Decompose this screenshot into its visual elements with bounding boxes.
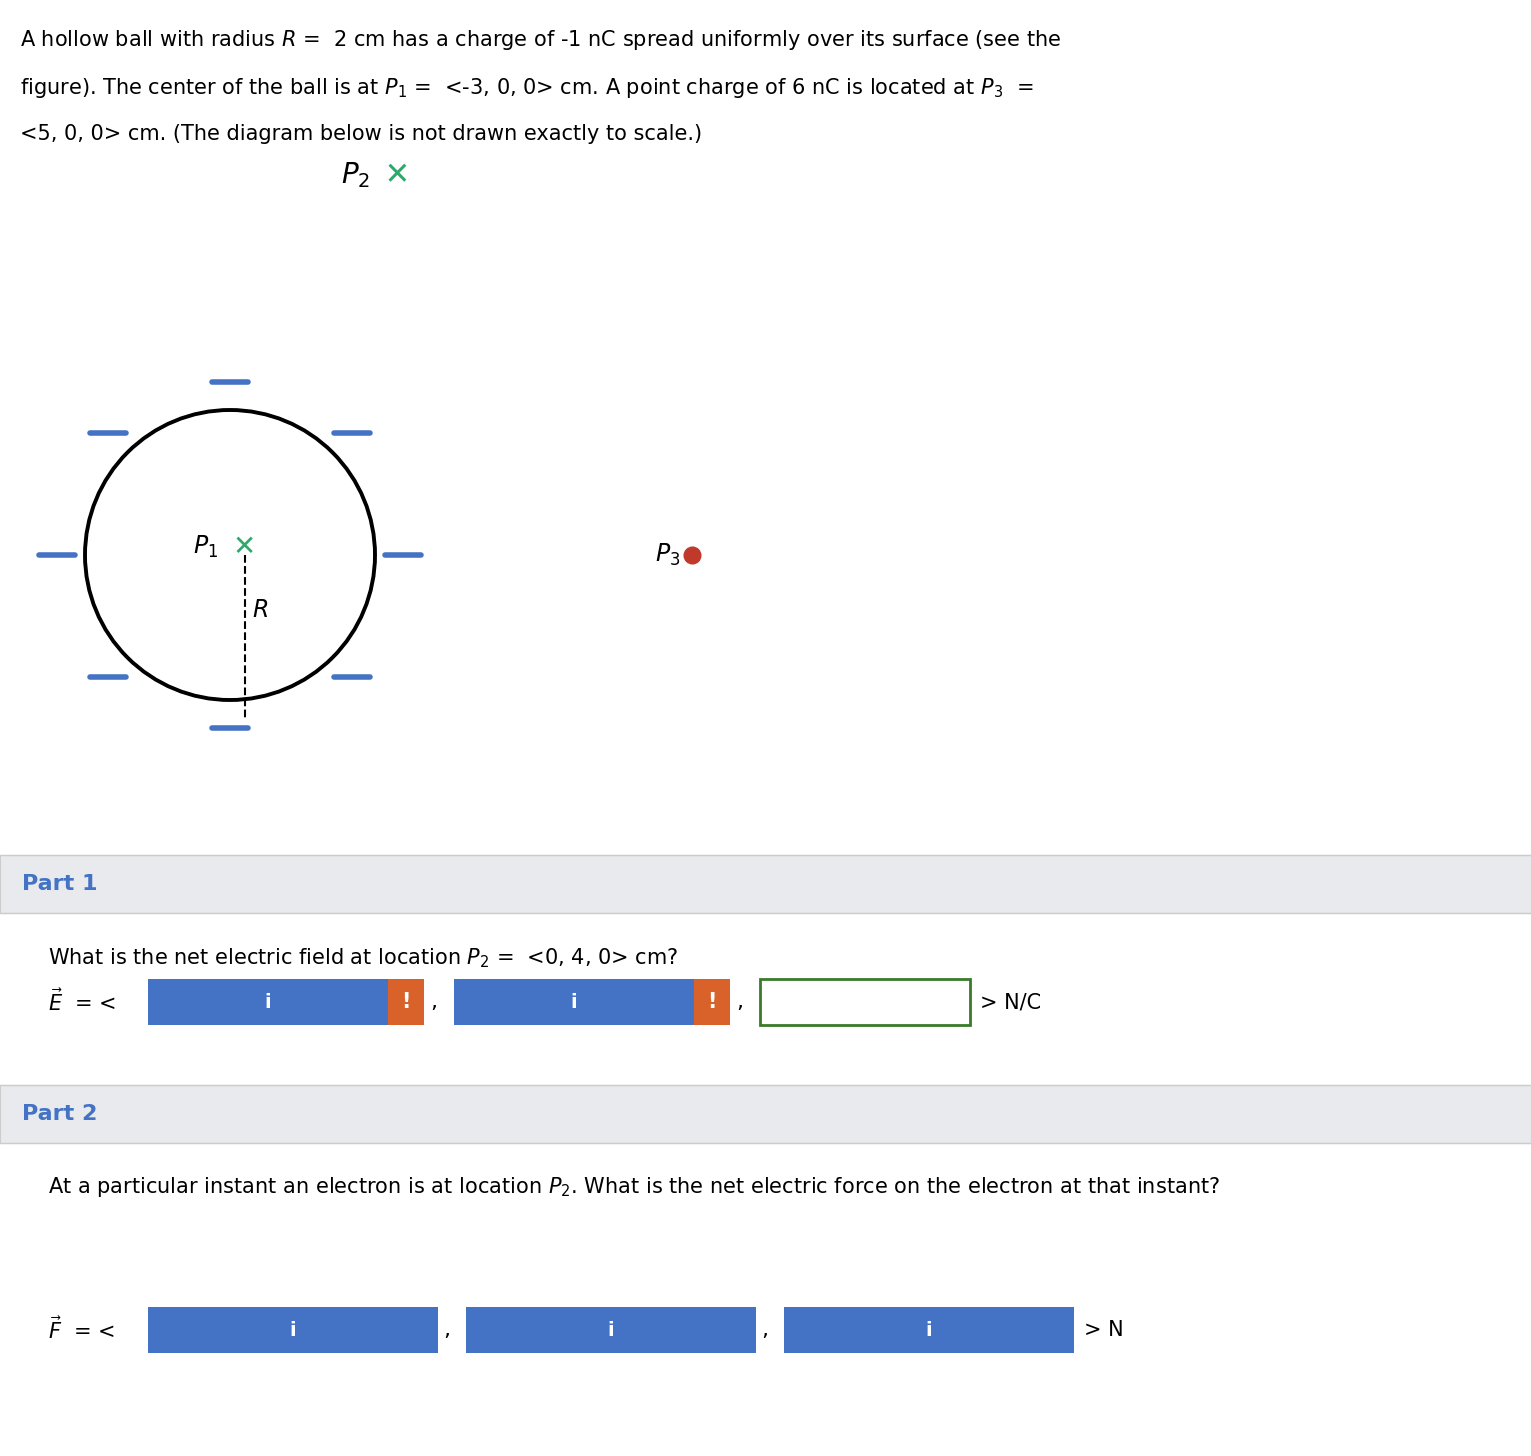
Text: i: i — [608, 1321, 614, 1340]
Text: i: i — [289, 1321, 297, 1340]
Text: > N: > N — [1084, 1321, 1124, 1340]
FancyBboxPatch shape — [784, 1307, 1075, 1353]
Text: $\vec{E}$  = <: $\vec{E}$ = < — [47, 989, 116, 1015]
FancyBboxPatch shape — [149, 1307, 438, 1353]
Text: !: ! — [401, 992, 410, 1012]
Text: i: i — [926, 1321, 932, 1340]
Text: figure). The center of the ball is at $P_1$ =  <-3, 0, 0> cm. A point charge of : figure). The center of the ball is at $P… — [20, 76, 1033, 100]
FancyBboxPatch shape — [149, 978, 387, 1025]
Text: $P_3$: $P_3$ — [655, 542, 680, 568]
Text: Part 2: Part 2 — [21, 1104, 98, 1124]
FancyBboxPatch shape — [0, 855, 1531, 913]
FancyBboxPatch shape — [759, 978, 971, 1025]
Text: <5, 0, 0> cm. (The diagram below is not drawn exactly to scale.): <5, 0, 0> cm. (The diagram below is not … — [20, 124, 703, 144]
Text: A hollow ball with radius $R$ =  2 cm has a charge of -1 nC spread uniformly ove: A hollow ball with radius $R$ = 2 cm has… — [20, 28, 1061, 52]
Text: ✕: ✕ — [233, 533, 256, 561]
Text: > N/C: > N/C — [980, 992, 1041, 1012]
Text: ,: , — [442, 1321, 450, 1340]
FancyBboxPatch shape — [455, 978, 694, 1025]
Text: Part 1: Part 1 — [21, 874, 98, 894]
Text: $\vec{F}$  = <: $\vec{F}$ = < — [47, 1316, 115, 1344]
Text: ,: , — [761, 1321, 769, 1340]
Text: $P_1$: $P_1$ — [193, 534, 217, 561]
FancyBboxPatch shape — [694, 978, 730, 1025]
Text: At a particular instant an electron is at location $P_2$. What is the net electr: At a particular instant an electron is a… — [47, 1175, 1220, 1198]
FancyBboxPatch shape — [0, 1085, 1531, 1143]
Text: ✕: ✕ — [374, 160, 410, 189]
Text: $R$: $R$ — [253, 598, 268, 622]
Text: ,: , — [430, 992, 436, 1012]
Text: $P_2$: $P_2$ — [341, 160, 371, 189]
Text: ,: , — [736, 992, 743, 1012]
Text: i: i — [265, 993, 271, 1012]
Text: !: ! — [707, 992, 717, 1012]
FancyBboxPatch shape — [387, 978, 424, 1025]
Text: i: i — [571, 993, 577, 1012]
FancyBboxPatch shape — [465, 1307, 756, 1353]
Text: What is the net electric field at location $P_2$ =  <0, 4, 0> cm?: What is the net electric field at locati… — [47, 946, 678, 970]
